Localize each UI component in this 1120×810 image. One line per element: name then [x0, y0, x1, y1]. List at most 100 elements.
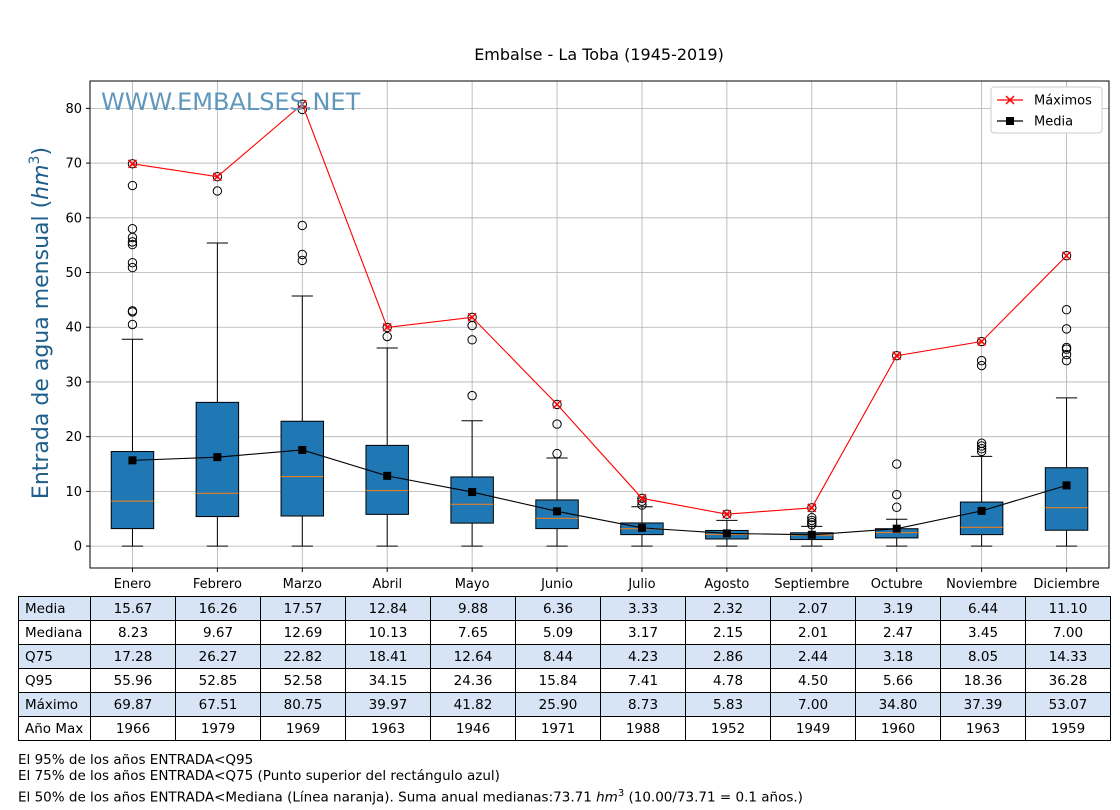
table-cell: 17.57: [260, 596, 346, 621]
table-cell: 18.41: [345, 644, 431, 669]
series-media-point: [213, 453, 222, 462]
y-tick-label: 50: [65, 266, 82, 281]
y-tick-label: 20: [65, 430, 82, 445]
table-cell: 3.17: [600, 620, 686, 645]
table-cell: 7.00: [1025, 620, 1111, 645]
box-iqr: [1044, 467, 1089, 531]
outlier-point: [976, 438, 987, 448]
box-iqr: [450, 476, 494, 524]
table-cell: 7.00: [770, 692, 856, 717]
box-plots: [110, 99, 1089, 547]
series-maximos-point: [382, 322, 392, 332]
table-cell: 5.83: [685, 692, 771, 717]
outlier-point: [552, 419, 562, 429]
outlier-point: [212, 172, 223, 182]
box-enero: [110, 159, 155, 547]
table-cell: 1946: [430, 716, 516, 741]
outlier-point: [552, 448, 562, 459]
legend: Máximos Media: [990, 86, 1103, 134]
outlier-point: [976, 336, 987, 347]
table-cell: 4.23: [600, 644, 686, 669]
series-media-line: [132, 449, 1067, 536]
outlier-point: [127, 319, 138, 330]
series-maximos-point: [552, 399, 562, 409]
outlier-point: [976, 355, 987, 366]
table-cell: 6.36: [515, 596, 601, 621]
box-marzo: [280, 99, 325, 547]
y-tick-label: 0: [74, 540, 82, 555]
x-tick-label: Octubre: [871, 577, 923, 592]
series-media-point: [637, 523, 646, 532]
table-cell: 1966: [90, 716, 176, 741]
outlier-point: [127, 224, 138, 234]
table-cell: 36.28: [1025, 668, 1111, 693]
note-mediana: El 50% de los años ENTRADA<Mediana (Líne…: [18, 788, 803, 806]
table-cell: 11.10: [1025, 596, 1111, 621]
table-cell: 3.19: [855, 596, 941, 621]
table-cell: 8.44: [515, 644, 601, 669]
chart-area: Embalse - La Toba (1945-2019) 0 10 20 30 40 5…: [27, 45, 1110, 592]
table-row-label: Q95: [18, 668, 91, 693]
table-cell: 67.51: [175, 692, 261, 717]
note-q75: El 75% de los años ENTRADA<Q75 (Punto su…: [18, 768, 500, 784]
table-cell: 26.27: [175, 644, 261, 669]
table-row: Media 15.67 16.26 17.57 12.84 9.88 6.36 3.33 2.3…: [18, 596, 1111, 621]
x-tick-label: Junio: [540, 577, 573, 592]
x-tick-label: Noviembre: [946, 577, 1017, 592]
table-cell: 4.78: [685, 668, 771, 693]
series-maximos-point: [467, 312, 477, 322]
table-cell: 1963: [345, 716, 431, 741]
note-q95: El 95% de los años ENTRADA<Q95: [18, 752, 254, 768]
watermark: WWW.EMBALSES.NET: [101, 88, 361, 116]
table-cell: 16.26: [175, 596, 261, 621]
outlier-point: [976, 360, 987, 371]
table-cell: 2.44: [770, 644, 856, 669]
table-row: Q75 17.28 26.27 22.82 18.41 12.64 8.44 4.23 2.86…: [18, 644, 1111, 669]
y-tick-label: 80: [65, 102, 82, 117]
y-axis-label-unit: hm: [29, 164, 54, 199]
box-iqr: [365, 444, 409, 515]
table-cell: 52.58: [260, 668, 346, 693]
outlier-point: [1061, 349, 1072, 360]
x-axis-ticks: Enero Febrero Marzo Abril Mayo Junio Julio Agos…: [114, 568, 1100, 592]
table-cell: 1959: [1025, 716, 1111, 741]
table-cell: 3.45: [940, 620, 1026, 645]
table-cell: 3.33: [600, 596, 686, 621]
series-media-point: [468, 488, 477, 497]
y-tick-label: 60: [65, 211, 82, 226]
table-row: Q95 55.96 52.85 52.58 34.15 24.36 15.84 7.41 4.7…: [18, 668, 1111, 693]
y-axis-label-text: Entrada de agua mensual (: [29, 200, 54, 499]
series-maximos-point: [892, 351, 902, 361]
outlier-point: [1061, 251, 1072, 261]
table-cell: 80.75: [260, 692, 346, 717]
outlier-point: [127, 159, 138, 169]
box-abril: [365, 322, 409, 547]
outlier-point: [297, 249, 307, 260]
y-tick-label: 30: [65, 375, 82, 390]
box-mayo: [450, 312, 494, 547]
series-media-point: [553, 507, 562, 516]
table-cell: 4.50: [770, 668, 856, 693]
table-cell: 18.36: [940, 668, 1026, 693]
outlier-point: [1061, 342, 1072, 353]
outlier-point: [637, 500, 647, 510]
legend-media-label: Media: [1034, 115, 1073, 130]
box-diciembre: [1044, 251, 1089, 547]
table-cell: 7.41: [600, 668, 686, 693]
table-cell: 12.69: [260, 620, 346, 645]
x-tick-label: Julio: [627, 577, 655, 592]
series-maximos-point: [212, 172, 222, 182]
table-cell: 1963: [940, 716, 1026, 741]
table-cell: 8.73: [600, 692, 686, 717]
x-tick-label: Marzo: [283, 577, 322, 592]
table-cell: 9.88: [430, 596, 516, 621]
outlier-point: [807, 512, 817, 523]
legend-media-marker: [1006, 117, 1014, 125]
table-cell: 52.85: [175, 668, 261, 693]
table-cell: 1969: [260, 716, 346, 741]
table-cell: 2.86: [685, 644, 771, 669]
x-tick-label: Febrero: [193, 577, 242, 592]
outlier-point: [807, 520, 817, 530]
grid-lines: [90, 81, 1109, 568]
table-cell: 3.18: [855, 644, 941, 669]
